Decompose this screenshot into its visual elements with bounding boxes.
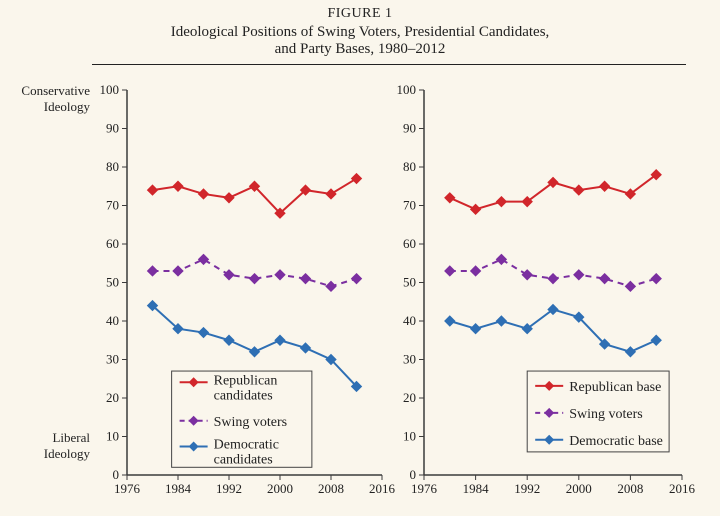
svg-text:Swing voters: Swing voters [569, 407, 643, 422]
svg-text:30: 30 [106, 352, 119, 367]
svg-text:2016: 2016 [669, 481, 696, 496]
svg-text:80: 80 [403, 159, 416, 174]
svg-text:2000: 2000 [267, 481, 293, 496]
svg-text:Republican base: Republican base [569, 380, 661, 395]
svg-text:1992: 1992 [216, 481, 242, 496]
svg-text:70: 70 [106, 198, 119, 213]
svg-text:90: 90 [403, 121, 416, 136]
svg-text:Swing voters: Swing voters [214, 415, 288, 430]
svg-text:60: 60 [106, 236, 119, 251]
svg-text:50: 50 [403, 275, 416, 290]
svg-text:1984: 1984 [165, 481, 192, 496]
svg-text:1976: 1976 [411, 481, 438, 496]
svg-text:1992: 1992 [514, 481, 540, 496]
svg-text:10: 10 [106, 429, 119, 444]
svg-text:1984: 1984 [463, 481, 490, 496]
figure-label: FIGURE 1 [0, 0, 720, 22]
svg-text:Democratic base: Democratic base [569, 434, 663, 449]
svg-text:80: 80 [106, 159, 119, 174]
svg-text:2008: 2008 [617, 481, 643, 496]
svg-text:candidates: candidates [214, 388, 273, 403]
svg-text:40: 40 [106, 313, 119, 328]
svg-text:2000: 2000 [566, 481, 592, 496]
svg-text:candidates: candidates [214, 452, 273, 467]
svg-text:50: 50 [106, 275, 119, 290]
svg-text:10: 10 [403, 429, 416, 444]
svg-text:0: 0 [113, 467, 120, 482]
svg-text:100: 100 [100, 82, 120, 97]
svg-text:1976: 1976 [114, 481, 141, 496]
svg-text:90: 90 [106, 121, 119, 136]
charts-svg: 0102030405060708090100197619841992200020… [0, 80, 720, 500]
y-axis-bottom-label: Liberal Ideology [0, 430, 90, 461]
svg-text:70: 70 [403, 198, 416, 213]
charts-row: Conservative Ideology Liberal Ideology 0… [0, 80, 720, 500]
y-axis-top-label-1: Conservative [21, 83, 90, 98]
svg-text:30: 30 [403, 352, 416, 367]
figure-title-line1: Ideological Positions of Swing Voters, P… [0, 24, 720, 41]
svg-text:0: 0 [410, 467, 417, 482]
title-rule [92, 64, 686, 65]
svg-text:100: 100 [397, 82, 417, 97]
svg-text:2016: 2016 [369, 481, 396, 496]
y-axis-bottom-label-2: Ideology [44, 446, 90, 461]
svg-text:40: 40 [403, 313, 416, 328]
y-axis-top-label: Conservative Ideology [0, 83, 90, 114]
svg-text:60: 60 [403, 236, 416, 251]
svg-text:2008: 2008 [318, 481, 344, 496]
svg-text:20: 20 [403, 390, 416, 405]
y-axis-top-label-2: Ideology [44, 99, 90, 114]
figure-container: FIGURE 1 Ideological Positions of Swing … [0, 0, 720, 516]
figure-title-line2: and Party Bases, 1980–2012 [0, 41, 720, 58]
svg-text:20: 20 [106, 390, 119, 405]
y-axis-bottom-label-1: Liberal [52, 430, 90, 445]
svg-text:Republican: Republican [214, 373, 278, 388]
svg-text:Democratic: Democratic [214, 437, 279, 452]
